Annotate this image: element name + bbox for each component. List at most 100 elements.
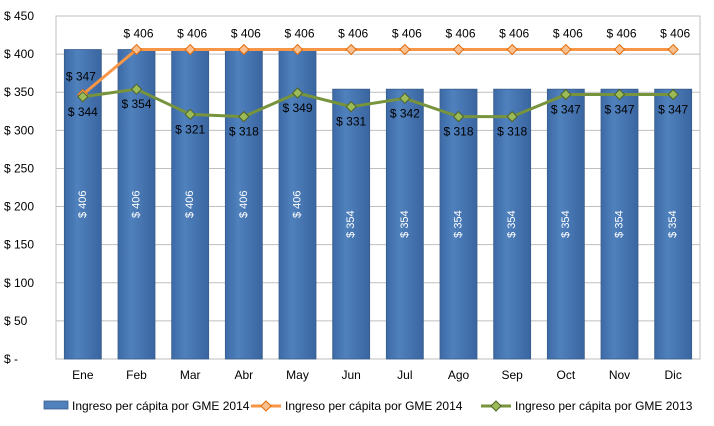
bar xyxy=(385,88,424,360)
bar-data-label: $ 354 xyxy=(453,210,465,238)
legend-label: Ingreso per cápita por GME 2014 xyxy=(72,399,250,413)
y-tick-label: $ - xyxy=(4,352,18,366)
series-line xyxy=(82,87,674,119)
x-tick-label: Oct xyxy=(556,368,575,382)
bar xyxy=(493,88,532,360)
bar xyxy=(278,49,317,360)
point-marker xyxy=(399,92,411,105)
point-marker xyxy=(667,43,679,56)
bar xyxy=(117,49,156,360)
line-data-label: $ 318 xyxy=(229,125,259,139)
point-marker xyxy=(452,43,465,56)
line-data-label: $ 406 xyxy=(445,27,475,41)
bar-data-label: $ 354 xyxy=(667,210,679,238)
line-data-label: $ 406 xyxy=(553,27,583,41)
line-data-label: $ 406 xyxy=(660,27,690,41)
x-tick-label: Abr xyxy=(234,368,253,382)
point-marker xyxy=(399,43,411,56)
line-data-label: $ 347 xyxy=(66,70,96,84)
y-tick-label: $ 300 xyxy=(4,123,34,137)
point-marker xyxy=(77,91,89,103)
bar xyxy=(600,88,639,360)
line-data-label: $ 406 xyxy=(606,27,636,41)
bar-labels: $ 406 $ 406 $ 406 $ 406 $ 406 $ 354 $ 354 $ 354… xyxy=(77,191,679,238)
bar-data-label: $ 354 xyxy=(560,210,572,238)
y-tick-label: $ 350 xyxy=(4,85,34,99)
bar xyxy=(171,49,210,360)
x-tick-label: Feb xyxy=(126,368,147,382)
line-data-label: $ 406 xyxy=(338,27,368,41)
legend-label: Ingreso per cápita por GME 2013 xyxy=(515,399,693,413)
bar-data-label: $ 406 xyxy=(292,191,304,219)
y-tick-label: $ 50 xyxy=(4,314,28,328)
point-marker xyxy=(238,43,250,56)
line-data-label: $ 406 xyxy=(123,27,153,41)
x-tick-label: Mar xyxy=(180,368,201,382)
y-axis: $ - $ 50 $ 100 $ 150 $ 200 $ 250 $ 300 $ 350 $ 4… xyxy=(4,9,34,366)
line-data-label: $ 321 xyxy=(175,122,205,136)
point-marker xyxy=(452,110,465,123)
legend: Ingreso per cápita por GME 2014 Ingreso p… xyxy=(43,399,693,413)
line-data-label: $ 406 xyxy=(284,27,314,41)
line-data-label: $ 347 xyxy=(604,103,634,117)
bar xyxy=(654,88,693,360)
bar xyxy=(224,49,263,360)
series-line xyxy=(81,48,674,96)
line-data-label: $ 406 xyxy=(392,27,422,41)
y-tick-label: $ 250 xyxy=(4,161,34,175)
point-marker xyxy=(291,87,304,99)
line-data-label: $ 318 xyxy=(497,125,527,139)
bar-data-label: $ 406 xyxy=(131,191,143,219)
point-marker xyxy=(291,43,304,56)
y-tick-label: $ 200 xyxy=(4,200,34,214)
line-data-label: $ 344 xyxy=(68,105,98,119)
line-data-label: $ 406 xyxy=(231,27,261,41)
point-marker xyxy=(613,43,626,56)
x-tick-label: Nov xyxy=(609,368,630,382)
line-labels: $ 347 $ 406 $ 406 $ 406 $ 406 $ 406 $ 406 $ 406… xyxy=(66,27,691,139)
legend-label: Ingreso per cápita por GME 2014 xyxy=(285,399,463,413)
bar xyxy=(546,88,585,360)
line-data-label: $ 331 xyxy=(336,115,366,129)
x-tick-label: Sep xyxy=(501,368,523,382)
x-tick-label: Ene xyxy=(72,368,94,382)
point-marker xyxy=(238,110,250,123)
y-tick-label: $ 400 xyxy=(4,47,34,61)
legend-marker xyxy=(490,400,502,412)
bar-data-label: $ 354 xyxy=(399,210,411,238)
line-data-label: $ 349 xyxy=(282,101,312,115)
point-marker xyxy=(130,43,143,56)
line-data-label: $ 406 xyxy=(177,27,207,41)
point-marker xyxy=(560,43,572,56)
x-tick-label: Ago xyxy=(448,368,470,382)
x-axis: Ene Feb Mar Abr May Jun Jul Ago Sep Oct Nov Dic xyxy=(72,368,682,382)
plot-area xyxy=(55,15,701,360)
legend-marker xyxy=(260,400,272,412)
gridlines xyxy=(55,15,701,360)
y-tick-label: $ 450 xyxy=(4,9,34,23)
point-marker xyxy=(130,83,143,95)
point-marker xyxy=(506,110,518,123)
point-marker xyxy=(667,88,679,101)
bar-data-label: $ 354 xyxy=(345,210,357,238)
bar-data-label: $ 354 xyxy=(614,210,626,238)
line-data-label: $ 342 xyxy=(390,106,420,120)
point-marker xyxy=(560,88,572,101)
point-marker xyxy=(506,43,518,56)
x-tick-label: May xyxy=(286,368,309,382)
bar-data-label: $ 406 xyxy=(77,191,89,219)
line-data-label: $ 354 xyxy=(121,97,151,111)
point-marker xyxy=(345,43,357,56)
x-tick-label: Dic xyxy=(664,368,681,382)
bar-data-label: $ 406 xyxy=(238,191,250,219)
legend-swatch xyxy=(43,400,69,410)
y-tick-label: $ 150 xyxy=(4,238,34,252)
point-marker xyxy=(613,88,626,101)
line-series xyxy=(77,43,679,123)
bar xyxy=(439,88,478,360)
line-data-label: $ 347 xyxy=(658,103,688,117)
line-data-label: $ 318 xyxy=(443,125,473,139)
point-marker xyxy=(184,43,196,56)
x-tick-label: Jul xyxy=(397,368,412,382)
bar xyxy=(332,88,371,360)
